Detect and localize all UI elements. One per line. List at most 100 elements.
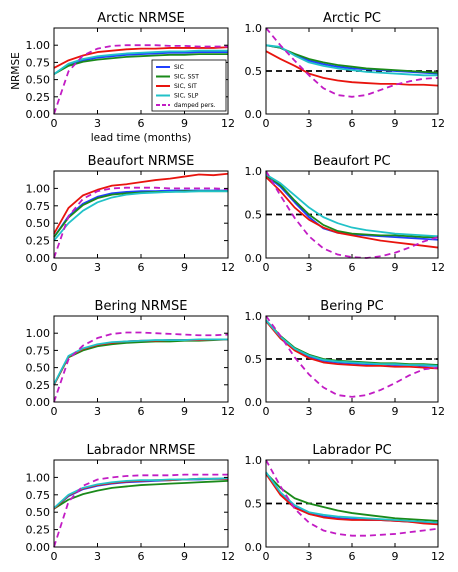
arctic-nrmse-ytick-label: 0.50 [26,74,51,87]
labrador-pc-xtick-label: 3 [306,550,313,563]
arctic-pc-xtick-label: 9 [392,117,399,130]
bering-nrmse-series-damped-pers [53,331,229,403]
labrador-nrmse-ytick-label: 0.25 [26,524,51,537]
legend-label: SIC, SIT [174,83,197,90]
beaufort-pc-xtick-label: 12 [431,261,445,274]
arctic-nrmse-series-sic-sit [53,46,229,69]
beaufort-pc-series-sic-sit [265,176,439,249]
beaufort-nrmse-title: Beaufort NRMSE [88,154,195,169]
bering-pc-series-damped-pers [265,315,439,398]
bering-nrmse-ytick-label: 0.50 [26,362,51,375]
labrador-nrmse-series-sic-sst [53,479,229,510]
labrador-pc-series-sic-slp [265,471,439,524]
arctic-pc-xtick-label: 12 [431,117,445,130]
arctic-pc-series-sic-slp [265,44,438,77]
bering-nrmse-ytick-label: 0.25 [26,379,51,392]
bering-nrmse-xtick-label: 3 [94,405,101,418]
arctic-nrmse-series-sic-sst [53,53,228,75]
arctic-nrmse-series-sic-slp [53,49,228,75]
beaufort-nrmse-xtick-label: 0 [51,261,58,274]
bering-pc-title: Bering PC [320,299,383,314]
beaufort-pc-xtick-label: 3 [306,261,313,274]
beaufort-nrmse-xtick-label: 12 [221,261,235,274]
bering-nrmse-xtick-label: 6 [138,405,145,418]
bering-pc-ytick-label: 1.0 [245,310,263,323]
beaufort-nrmse-ytick-label: 0.75 [26,200,51,213]
beaufort-pc-xtick-label: 9 [392,261,399,274]
bering-pc-xtick-label: 3 [306,405,313,418]
bering-pc-xtick-label: 6 [349,405,356,418]
beaufort-pc-xtick-label: 6 [349,261,356,274]
bering-nrmse-xtick-label: 12 [221,405,235,418]
arctic-nrmse-ytick-label: 1.00 [26,39,51,52]
bering-nrmse-title: Bering NRMSE [95,299,188,314]
arctic-nrmse-panel: 0 3 6 9 12 0.00 0.25 0.50 0.75 1.00 Arctic NRMSE NR… [10,11,235,144]
arctic-pc-xtick-label: 3 [306,117,313,130]
legend-label: damped pers. [174,102,216,109]
beaufort-nrmse-series-damped-pers [53,186,229,259]
labrador-nrmse-xtick-label: 3 [94,550,101,563]
beaufort-nrmse-xtick-label: 6 [138,261,145,274]
labrador-pc-ytick-label: 1.0 [245,454,263,467]
arctic-nrmse-xtick-label: 12 [221,117,235,130]
beaufort-nrmse-series-sic-slp [53,190,228,242]
bering-nrmse-series-sic [53,338,228,386]
bering-nrmse-ytick-label: 0.00 [26,396,51,409]
labrador-pc-ytick-label: 0.0 [245,541,263,554]
beaufort-pc-ytick-label: 0.5 [245,209,263,222]
arctic-pc-xtick-label: 6 [349,117,356,130]
beaufort-nrmse-ytick-label: 0.25 [26,235,51,248]
bering-nrmse-ytick-label: 0.75 [26,344,51,357]
legend-label: SIC, SLP [174,93,199,100]
labrador-pc-xtick-label: 6 [349,550,356,563]
arctic-nrmse-xtick-label: 0 [51,117,58,130]
bering-nrmse-panel: 0 3 6 9 12 0.00 0.25 0.50 0.75 1.00 Bering NRMSE [26,299,236,418]
arctic-nrmse-ytick-label: 0.25 [26,91,51,104]
labrador-nrmse-title: Labrador NRMSE [87,443,196,458]
beaufort-pc-series-sic [265,174,439,241]
bering-nrmse-axes-frame [53,315,229,403]
arctic-pc-title: Arctic PC [323,11,381,26]
bering-nrmse-series-sic-sit [53,338,228,386]
labrador-nrmse-series-sic-slp [53,477,229,509]
labrador-nrmse-xtick-label: 0 [51,550,58,563]
labrador-pc-series-damped-pers [265,459,439,537]
beaufort-nrmse-ytick-label: 1.00 [26,182,51,195]
labrador-pc-xtick-label: 12 [431,550,445,563]
beaufort-nrmse-series-sic-sit [53,172,229,235]
legend-label: SIC, SST [174,74,199,81]
labrador-pc-series-sic-sst [265,472,439,522]
arctic-pc-ytick-label: 1.0 [245,22,263,35]
bering-pc-xtick-label: 0 [263,405,270,418]
arctic-nrmse-xtick-label: 9 [181,117,188,130]
labrador-nrmse-ytick-label: 0.75 [26,489,51,502]
beaufort-nrmse-xtick-label: 9 [181,261,188,274]
arctic-nrmse-ytick-label: 0.00 [26,108,51,121]
bering-pc-ytick-label: 0.0 [245,396,263,409]
beaufort-nrmse-ytick-label: 0.00 [26,252,51,265]
arctic-nrmse-xlabel: lead time (months) [91,132,192,144]
arctic-pc-series-sic-sst [265,44,439,74]
arctic-nrmse-xtick-label: 6 [138,117,145,130]
beaufort-nrmse-ytick-label: 0.50 [26,217,51,230]
arctic-pc-series-sic-sit [265,50,439,87]
bering-pc-xtick-label: 12 [431,405,445,418]
beaufort-pc-panel: 0 3 6 9 12 0.0 0.5 1.0 Beaufort PC [245,154,446,274]
labrador-nrmse-xtick-label: 9 [181,550,188,563]
labrador-nrmse-ytick-label: 1.00 [26,471,51,484]
beaufort-pc-title: Beaufort PC [313,154,390,169]
bering-pc-series-sic-slp [265,319,439,367]
labrador-nrmse-panel: 0 3 6 9 12 0.00 0.25 0.50 0.75 1.00 Labrador NRMSE [26,443,236,563]
bering-nrmse-xtick-label: 0 [51,405,58,418]
bering-nrmse-series-sic-slp [53,338,228,385]
arctic-nrmse-series-damped-pers [53,44,228,115]
arctic-nrmse-ylabel: NRMSE [10,52,22,90]
arctic-pc-ytick-label: 0.5 [245,65,263,78]
beaufort-nrmse-xtick-label: 3 [94,261,101,274]
labrador-nrmse-ytick-label: 0.50 [26,506,51,519]
labrador-nrmse-axes-frame [53,459,229,548]
arctic-nrmse-xtick-label: 3 [94,117,101,130]
arctic-pc-xtick-label: 0 [263,117,270,130]
bering-pc-xtick-label: 9 [392,405,399,418]
